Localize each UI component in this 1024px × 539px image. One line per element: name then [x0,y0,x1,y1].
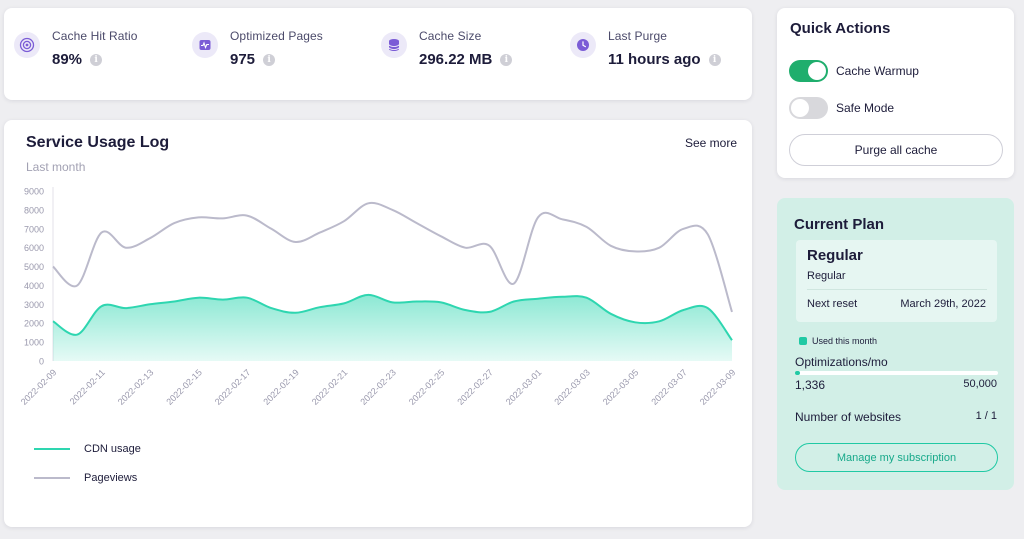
safe-mode-toggle[interactable] [789,97,828,119]
y-tick-label: 1000 [24,338,44,348]
used-legend: Used this month [799,336,877,346]
plan-name: Regular [807,247,863,264]
x-tick-label: 2022-03-01 [504,367,544,407]
stat-label: Cache Size [419,29,482,43]
next-reset-value: March 29th, 2022 [900,298,986,310]
stat-value: 975 [230,51,256,68]
plan-details: Regular Regular Next reset March 29th, 2… [796,240,997,322]
database-icon [381,32,407,58]
next-reset-label: Next reset [807,298,858,310]
x-tick-label: 2022-02-19 [261,367,301,407]
divider [807,289,987,290]
y-tick-label: 5000 [24,262,44,272]
series-area-cdn [53,294,732,361]
service-usage-card: Service Usage Log Last month See more 0 1… [4,120,752,527]
stat-label: Cache Hit Ratio [52,29,138,43]
used-label: Used this month [812,336,878,346]
plan-subname: Regular [807,270,846,282]
legend-swatch [34,477,70,479]
usage-subtitle: Last month [26,160,86,174]
optimizations-used: 1,336 [795,378,826,392]
websites-value: 1 / 1 [975,410,997,422]
optimizations-max: 50,000 [963,378,997,390]
current-plan-card: Current Plan Regular Regular Next reset … [777,198,1014,490]
stat-value: 11 hours ago [608,51,701,68]
stat-value: 296.22 MB [419,51,493,68]
purge-all-cache-button[interactable]: Purge all cache [789,134,1003,166]
x-tick-label: 2022-02-11 [68,367,107,406]
y-tick-label: 8000 [24,205,44,215]
y-tick-label: 6000 [24,243,44,253]
toggle-knob [791,99,809,117]
y-tick-label: 9000 [24,187,44,197]
y-tick-label: 7000 [24,224,44,234]
toggle-knob [808,62,826,80]
quick-actions-title: Quick Actions [790,20,891,37]
x-tick-label: 2022-02-13 [116,367,156,407]
y-tick-label: 3000 [24,300,44,310]
info-icon[interactable]: i [90,53,103,66]
x-tick-label: 2022-02-27 [455,367,495,407]
series-line-pageviews [52,201,733,313]
clock-icon [570,32,596,58]
manage-subscription-button[interactable]: Manage my subscription [795,443,998,472]
series-line-cdn [52,293,733,341]
used-swatch [799,337,807,345]
y-tick-label: 2000 [24,319,44,329]
stat-cache-size: Cache Size 296.22 MB i [381,29,513,68]
websites-label: Number of websites [795,410,902,424]
info-icon[interactable]: i [263,53,276,66]
cache-warmup-row: Cache Warmup [789,60,919,82]
usage-chart: 0 1000 2000 3000 4000 5000 6000 7000 8000 9000 202… [19,187,738,407]
pulse-icon [192,32,218,58]
see-more-link[interactable]: See more [685,136,738,150]
x-tick-label: 2022-02-09 [19,367,59,407]
stats-card: Cache Hit Ratio 89% i Optimized Pages 97… [4,8,752,100]
stat-optimized-pages: Optimized Pages 975 i [192,29,323,68]
x-tick-label: 2022-03-07 [649,367,689,407]
optimizations-label: Optimizations/mo [795,355,888,369]
info-icon[interactable]: i [708,53,721,66]
safe-mode-row: Safe Mode [789,97,894,119]
legend-item-cdn[interactable]: CDN usage [34,443,141,455]
y-tick-label: 0 [39,357,44,367]
optimizations-progress-fill [795,371,801,375]
y-tick-label: 4000 [24,281,44,291]
info-icon[interactable]: i [500,53,513,66]
legend-swatch [34,448,70,450]
x-tick-label: 2022-03-09 [698,367,738,407]
x-tick-label: 2022-03-05 [601,367,641,407]
x-tick-label: 2022-02-21 [310,367,350,407]
x-tick-label: 2022-02-17 [213,367,253,407]
target-icon [14,32,40,58]
stat-value: 89% [52,51,83,68]
x-tick-label: 2022-02-15 [164,367,204,407]
legend-label: CDN usage [84,443,141,455]
plan-title: Current Plan [794,216,885,233]
legend-item-pageviews[interactable]: Pageviews [34,472,137,484]
stat-label: Last Purge [608,29,668,43]
stat-last-purge: Last Purge 11 hours ago i [570,29,721,68]
x-tick-label: 2022-03-03 [552,367,592,407]
x-tick-label: 2022-02-23 [358,367,398,407]
cache-warmup-label: Cache Warmup [836,64,919,78]
optimizations-progress [795,371,998,375]
safe-mode-label: Safe Mode [836,101,895,115]
legend-label: Pageviews [84,472,138,484]
stat-label: Optimized Pages [230,29,323,43]
x-tick-label: 2022-02-25 [407,367,447,407]
quick-actions-card: Quick Actions Cache Warmup Safe Mode Pur… [777,8,1014,178]
usage-title: Service Usage Log [26,134,170,151]
cache-warmup-toggle[interactable] [789,60,828,82]
stat-cache-hit-ratio: Cache Hit Ratio 89% i [14,29,138,68]
